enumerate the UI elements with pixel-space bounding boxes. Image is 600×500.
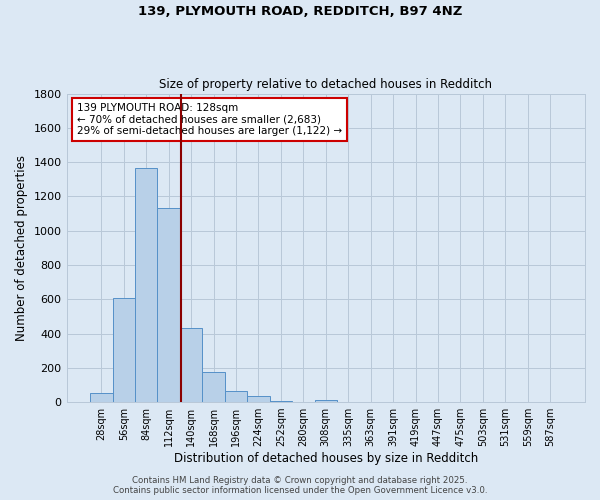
Text: 139, PLYMOUTH ROAD, REDDITCH, B97 4NZ: 139, PLYMOUTH ROAD, REDDITCH, B97 4NZ	[138, 5, 462, 18]
Bar	[90, 392, 113, 402]
Bar	[202, 372, 225, 402]
Text: Contains HM Land Registry data © Crown copyright and database right 2025.
Contai: Contains HM Land Registry data © Crown c…	[113, 476, 487, 495]
Bar	[135, 168, 157, 402]
Bar	[247, 396, 269, 402]
Y-axis label: Number of detached properties: Number of detached properties	[15, 155, 28, 341]
Title: Size of property relative to detached houses in Redditch: Size of property relative to detached ho…	[159, 78, 492, 91]
Bar	[157, 208, 180, 402]
Bar	[269, 400, 292, 402]
X-axis label: Distribution of detached houses by size in Redditch: Distribution of detached houses by size …	[173, 452, 478, 465]
Bar	[225, 391, 247, 402]
Text: 139 PLYMOUTH ROAD: 128sqm
← 70% of detached houses are smaller (2,683)
29% of se: 139 PLYMOUTH ROAD: 128sqm ← 70% of detac…	[77, 103, 342, 136]
Bar	[314, 400, 337, 402]
Bar	[113, 298, 135, 402]
Bar	[180, 328, 202, 402]
